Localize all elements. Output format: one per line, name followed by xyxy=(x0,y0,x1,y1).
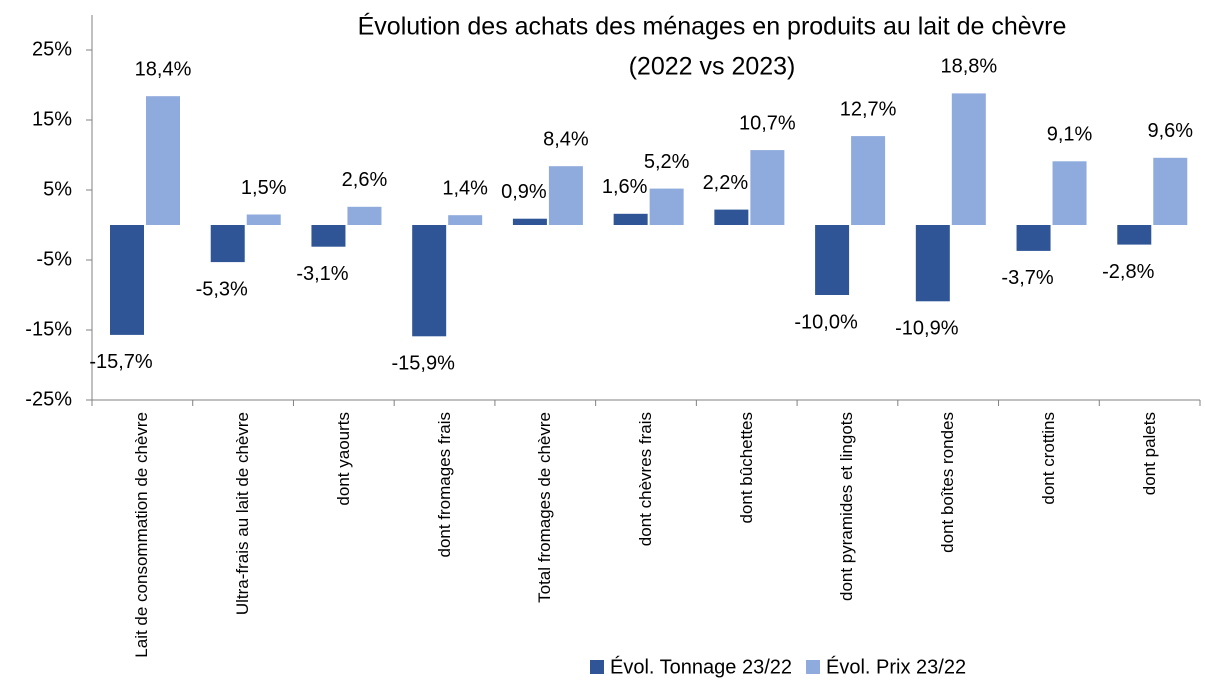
value-label: -5,3% xyxy=(196,278,248,300)
x-tick-label: Ultra-frais au lait de chèvre xyxy=(233,412,253,616)
y-tick-label: 5% xyxy=(43,178,72,200)
value-label: 0,9% xyxy=(501,181,547,203)
y-tick-label: -25% xyxy=(25,388,72,410)
value-label: 2,6% xyxy=(342,169,388,191)
bar xyxy=(146,96,180,225)
x-tick-label: Total fromages de chèvre xyxy=(535,412,555,603)
chart-subtitle: (2022 vs 2023) xyxy=(629,53,796,81)
value-label: 9,1% xyxy=(1047,124,1093,146)
bar xyxy=(311,225,346,247)
value-label: -10,0% xyxy=(794,311,858,333)
x-tick-label: dont fromages frais xyxy=(434,412,454,558)
bar xyxy=(548,166,583,225)
legend-label: Évol. Tonnage 23/22 xyxy=(610,655,792,678)
value-label: -3,7% xyxy=(1001,267,1053,289)
bar xyxy=(512,218,547,225)
legend-swatch xyxy=(590,660,604,674)
bar xyxy=(613,213,648,225)
legend-label: Évol. Prix 23/22 xyxy=(826,655,966,678)
bar xyxy=(246,214,281,225)
x-tick-label: dont boîtes rondes xyxy=(938,412,958,553)
x-tick-label: dont chèvres frais xyxy=(636,412,655,547)
x-tick-label: dont crottins xyxy=(1038,412,1058,505)
bar xyxy=(915,225,950,302)
bar xyxy=(210,225,245,263)
value-label: 2,2% xyxy=(703,172,749,194)
y-tick-label: 15% xyxy=(32,108,72,130)
value-label: 1,5% xyxy=(241,177,287,199)
y-tick-label: -5% xyxy=(36,248,72,270)
legend-swatch xyxy=(806,660,821,674)
y-tick-label: -15% xyxy=(25,318,72,340)
x-tick-label: Lait de consommation de chèvre xyxy=(132,412,152,658)
value-label: 18,8% xyxy=(940,56,997,78)
y-tick-label: 25% xyxy=(32,38,72,60)
bar xyxy=(1052,161,1087,225)
bar xyxy=(110,225,144,335)
bar xyxy=(412,225,447,337)
value-label: -10,9% xyxy=(895,318,959,340)
value-label: -2,8% xyxy=(1102,261,1154,283)
bar xyxy=(851,136,886,225)
value-label: 10,7% xyxy=(739,112,796,134)
x-tick-label: dont pyramides et lingots xyxy=(837,412,857,601)
value-label: 9,6% xyxy=(1147,120,1193,142)
value-label: -15,9% xyxy=(391,353,455,375)
bar xyxy=(1117,225,1152,245)
value-label: 18,4% xyxy=(135,58,192,80)
bar xyxy=(1153,157,1188,225)
x-tick-label: dont bûchettes xyxy=(736,412,756,524)
bar xyxy=(1016,225,1051,251)
bar xyxy=(347,206,382,225)
value-label: 1,6% xyxy=(602,176,648,198)
bar xyxy=(951,93,986,226)
bar xyxy=(815,225,850,295)
value-label: 8,4% xyxy=(543,128,589,150)
value-label: 5,2% xyxy=(644,151,690,173)
x-tick-label: dont yaourts xyxy=(333,412,353,506)
bar xyxy=(714,209,749,225)
bar xyxy=(750,150,785,225)
value-label: 12,7% xyxy=(840,98,897,120)
x-tick-label: dont palets xyxy=(1139,412,1159,496)
value-label: -15,7% xyxy=(89,351,153,373)
bar xyxy=(448,215,483,225)
value-label: -3,1% xyxy=(296,263,348,285)
chart-title: Évolution des achats des ménages en prod… xyxy=(358,12,1067,41)
bar xyxy=(649,188,684,225)
value-label: 1,4% xyxy=(442,177,488,199)
